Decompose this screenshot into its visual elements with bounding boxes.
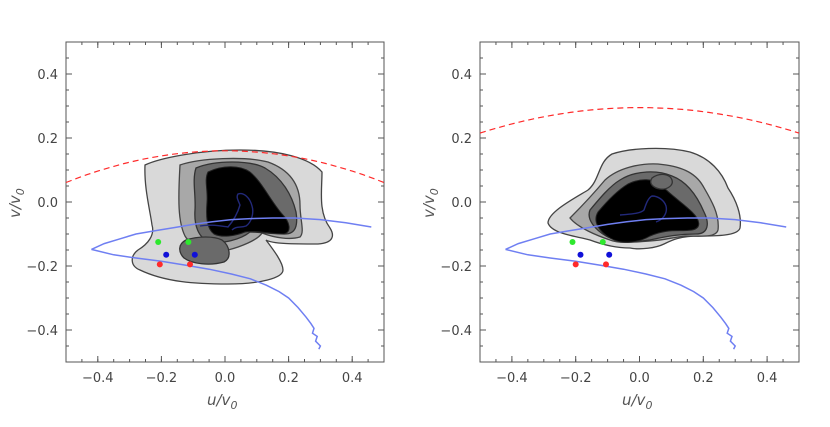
contour-level-4	[595, 179, 700, 243]
y-tick-label: 0.4	[451, 68, 472, 83]
blue-curve-lower	[91, 248, 322, 350]
y-tick-label: −0.2	[26, 260, 58, 275]
green-point	[155, 239, 162, 245]
navy-path	[619, 195, 668, 223]
red-point	[572, 261, 579, 268]
blue-curve-lower	[505, 248, 737, 350]
x-tick-label: 0.0	[629, 371, 650, 386]
x-axis-label: u/v0	[622, 391, 652, 412]
right-panel	[479, 41, 800, 363]
red-point	[187, 261, 193, 268]
red-point	[603, 261, 609, 268]
y-axis-label: v/v0	[6, 188, 27, 218]
blue-point	[606, 251, 613, 258]
x-tick-label: −0.2	[146, 371, 178, 386]
red-point	[156, 261, 163, 268]
x-tick-label: 0.2	[278, 371, 299, 386]
x-tick-label: −0.4	[496, 371, 528, 386]
blue-point	[577, 251, 584, 258]
red-dashed-curve	[65, 150, 385, 184]
x-tick-label: 0.2	[693, 371, 714, 386]
y-tick-label: 0.0	[37, 196, 58, 211]
blue-curve-upper	[505, 217, 787, 251]
x-axis-label: u/v0	[207, 391, 237, 412]
y-tick-label: 0.0	[451, 196, 472, 211]
y-tick-label: −0.2	[440, 260, 472, 275]
x-tick-label: 0.0	[215, 371, 236, 386]
left-dynamic: −0.4 −0.2 0.0 0.2 0.4 −0.4 −0.2 0.0 0.2 0.4	[26, 41, 385, 386]
right-dynamic: −0.4 −0.2 0.0 0.2 0.4 −0.4 −0.2 0.0 0.2 0.4	[440, 41, 800, 386]
navy-path	[199, 192, 254, 231]
green-point	[599, 239, 606, 245]
contour-inner-hole	[650, 173, 673, 190]
y-tick-label: 0.2	[37, 132, 58, 147]
x-tick-label: 0.4	[757, 371, 778, 386]
green-point	[185, 239, 192, 245]
y-axis-label: v/v0	[420, 188, 441, 218]
left-panel	[65, 41, 385, 363]
blue-point	[191, 251, 198, 258]
blue-curve-upper	[91, 217, 372, 251]
y-tick-label: 0.2	[451, 132, 472, 147]
x-tick-label: −0.4	[82, 371, 114, 386]
x-tick-label: −0.2	[560, 371, 592, 386]
red-dashed-curve	[479, 107, 800, 134]
y-tick-label: 0.4	[37, 68, 58, 83]
blue-point	[163, 251, 170, 258]
y-tick-label: −0.4	[26, 324, 58, 339]
green-point	[569, 239, 576, 245]
x-tick-label: 0.4	[342, 371, 363, 386]
y-tick-label: −0.4	[440, 324, 472, 339]
contour-inner-gap	[179, 236, 230, 265]
